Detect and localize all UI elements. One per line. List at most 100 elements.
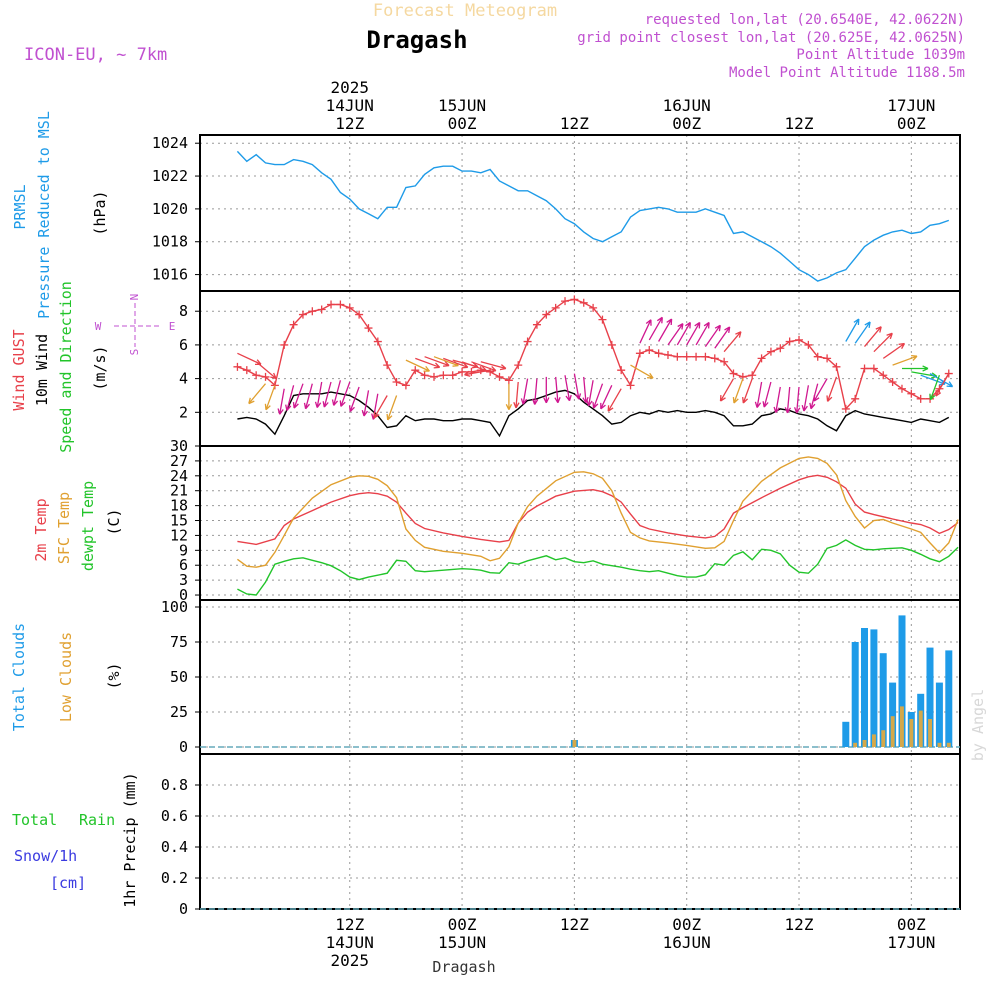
gust-marker — [785, 337, 794, 346]
gust-marker — [383, 361, 392, 370]
gust-marker — [298, 310, 307, 319]
top-time-label: 2025 — [330, 78, 369, 97]
gust-marker — [860, 364, 869, 373]
precip-rain-label: Rain — [79, 811, 115, 829]
clouds-bar-total-clouds — [926, 647, 934, 747]
temperature-ytick-label: 30 — [170, 437, 188, 455]
pressure-frame — [199, 134, 961, 292]
wind-arrow — [826, 376, 838, 402]
wind-arrow — [695, 321, 710, 346]
location-title: Dragash — [366, 26, 467, 54]
wind-arrow — [520, 378, 529, 405]
wind-ytick-label: 8 — [179, 302, 188, 320]
wind-panel: 2 4 6 8 — [179, 290, 961, 447]
gust-marker — [869, 364, 878, 373]
temperature-frame — [199, 445, 961, 601]
gust-marker — [635, 349, 644, 358]
pressure-ytick-label: 1022 — [152, 167, 188, 185]
gust-marker — [663, 351, 672, 360]
compass-rose: N W E S — [95, 294, 176, 356]
model-altitude: Model Point Altitude 1188.5m — [729, 65, 965, 81]
gust-marker — [401, 381, 410, 390]
wind-arrow — [686, 321, 701, 346]
wind-line-wind-gust — [237, 298, 950, 411]
gust-marker — [907, 389, 916, 398]
gust-marker — [355, 310, 364, 319]
wind-arrow — [505, 383, 513, 410]
gust-marker — [795, 335, 804, 344]
wind-arrow — [292, 383, 304, 409]
temp-2m-label: 2m Temp — [32, 498, 50, 561]
wind-ytick-label: 2 — [179, 403, 188, 421]
wind-arrow — [864, 326, 882, 348]
gust-marker — [448, 371, 457, 380]
bottom-time-label: 14JUN — [326, 933, 374, 952]
precip-ytick-label: 0.4 — [161, 838, 188, 856]
wind-arrow — [361, 390, 370, 417]
wind-arrow — [773, 386, 781, 413]
clouds-bar-total-clouds — [851, 642, 859, 747]
gust-marker — [832, 362, 841, 371]
clouds-bar-low-clouds — [900, 706, 904, 747]
clouds-bar-low-clouds — [937, 742, 942, 747]
temperature-ytick-label: 6 — [179, 556, 188, 574]
wind-arrow — [285, 385, 295, 411]
clouds-ytick-label: 100 — [161, 598, 188, 616]
gust-marker — [514, 361, 523, 370]
wind-ytick-label: 4 — [179, 370, 188, 388]
gust-marker — [897, 384, 906, 393]
wind-arrow — [704, 324, 721, 347]
model-label: ICON-EU, ~ 7km — [24, 45, 167, 65]
gust-marker — [654, 349, 663, 358]
wind-arrow — [277, 388, 285, 415]
wind-arrow — [784, 386, 792, 414]
clouds-bar-total-clouds — [945, 650, 953, 747]
temperature-line-2m-temp — [237, 474, 959, 546]
gust-marker — [336, 300, 345, 309]
wind-arrow — [464, 369, 491, 377]
wind-arrow — [255, 361, 277, 380]
pressure-unit: (hPa) — [91, 190, 109, 235]
clouds-ytick-label: 50 — [170, 668, 188, 686]
wind-arrow — [845, 318, 860, 342]
gust-marker — [710, 354, 719, 363]
wind-unit: (m/s) — [91, 345, 109, 390]
total-clouds-label: Total Clouds — [10, 623, 28, 731]
wind-arrow — [331, 380, 342, 406]
wind-line-10m-wind — [237, 389, 950, 438]
clouds-bar-low-clouds — [572, 740, 577, 747]
wind-arrow — [415, 357, 441, 369]
clouds-bar-total-clouds — [935, 682, 943, 747]
clouds-bar-total-clouds — [889, 682, 897, 747]
bottom-time-label: 12Z — [335, 915, 364, 934]
wind-arrow — [719, 378, 735, 402]
top-time-label: 12Z — [785, 114, 814, 133]
top-time-label: 15JUN — [438, 96, 486, 115]
top-time-label: 16JUN — [663, 96, 711, 115]
top-time-label: 00Z — [897, 114, 926, 133]
wind-arrow — [386, 395, 398, 421]
wind-arrow — [405, 359, 431, 372]
wind-arrow — [793, 386, 801, 414]
clouds-bar-low-clouds — [890, 716, 895, 747]
gust-marker — [766, 347, 775, 356]
wind-arrow — [543, 376, 550, 404]
gust-marker — [645, 345, 654, 354]
gust-marker — [748, 371, 757, 380]
precip-total-label: Total — [12, 811, 57, 829]
compass-w: W — [95, 320, 102, 333]
bottom-time-label: 00Z — [897, 915, 926, 934]
gust-marker — [823, 354, 832, 363]
gust-marker — [617, 366, 626, 375]
gust-marker — [411, 366, 420, 375]
precip-ytick-label: 0.2 — [161, 869, 188, 887]
wind-arrow — [592, 383, 604, 409]
wind-arrow — [373, 395, 388, 419]
clouds-bar-total-clouds — [879, 653, 887, 747]
wind-arrow — [676, 321, 691, 346]
wind-arrow — [658, 318, 673, 342]
bottom-time-label: 00Z — [448, 915, 477, 934]
gust-marker — [504, 376, 513, 385]
